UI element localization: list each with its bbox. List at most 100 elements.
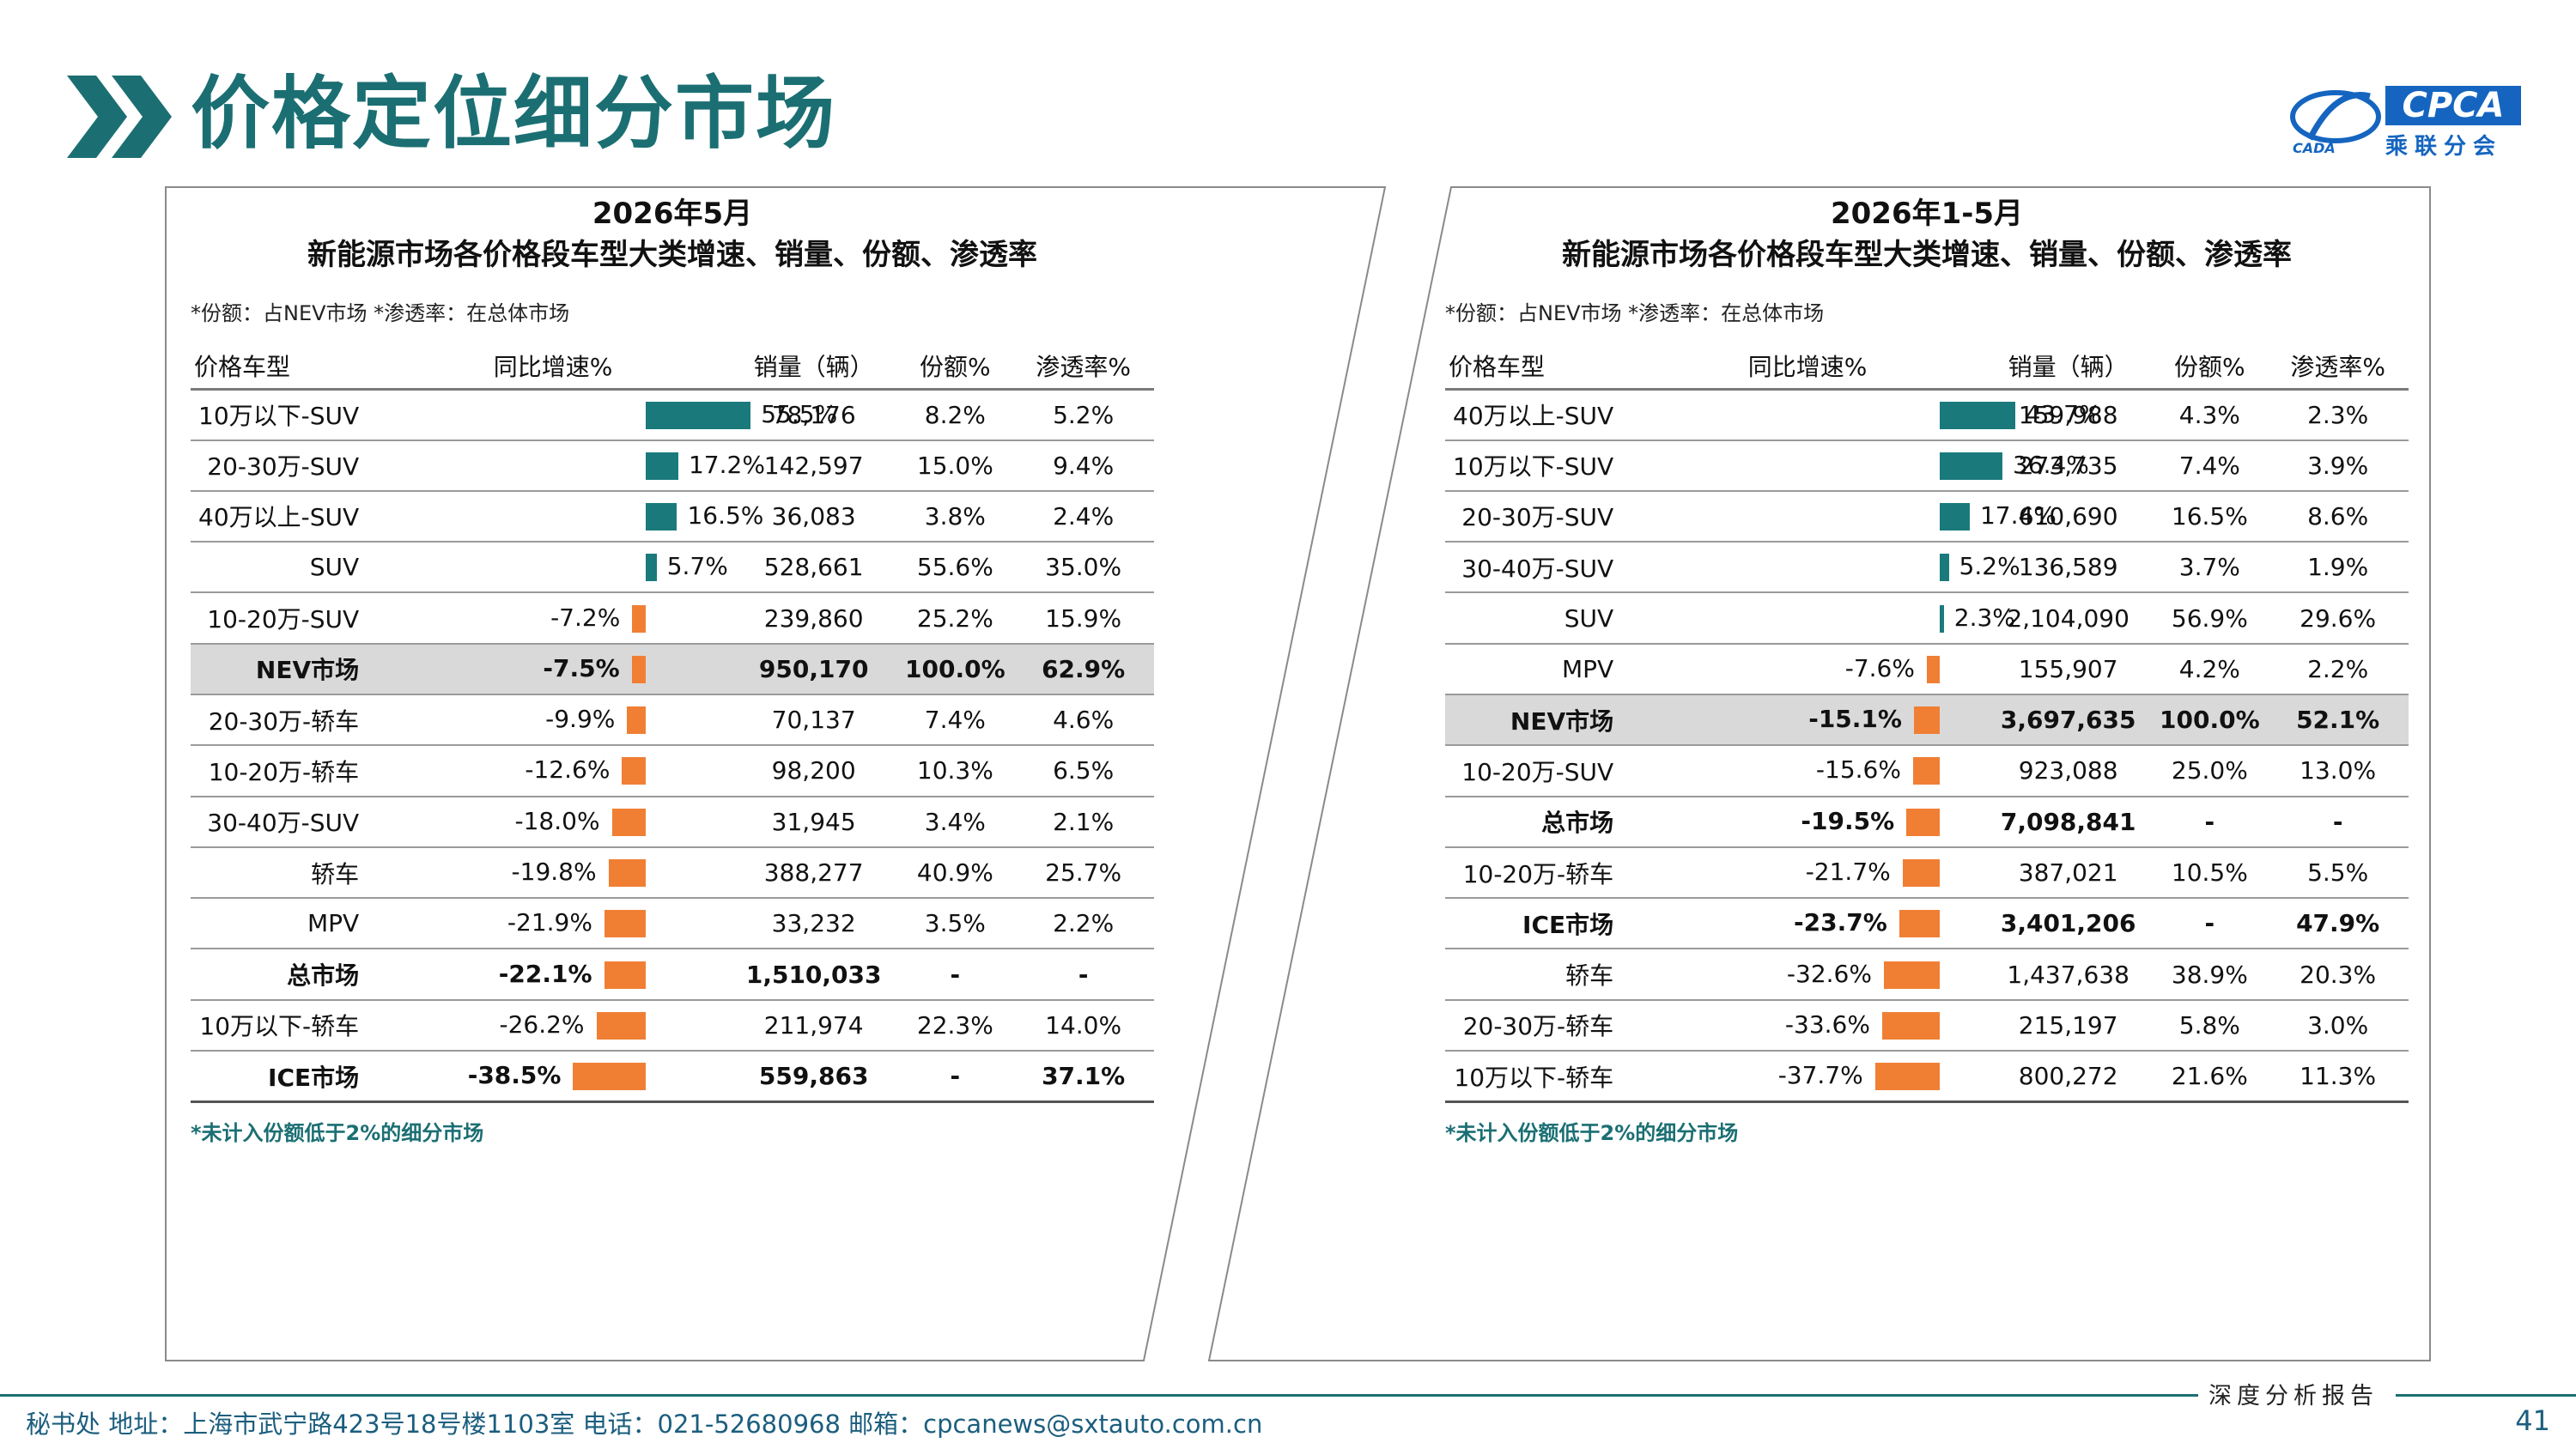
share-value: 7.4%	[897, 694, 1013, 747]
footer-divider	[0, 1394, 2198, 1397]
growth-bar	[631, 655, 647, 683]
growth-bar	[1902, 859, 1941, 888]
growth-bar	[1899, 910, 1941, 938]
penetration-value: 20.3%	[2267, 949, 2409, 1001]
growth-bar	[632, 604, 647, 633]
growth-label: -21.7%	[1805, 858, 1891, 887]
growth-cell: 36.4%	[1631, 440, 2089, 492]
penetration-value: 11.3%	[2267, 1051, 2409, 1104]
share-value: 4.3%	[2152, 389, 2268, 441]
growth-bar	[627, 706, 647, 735]
growth-bar	[646, 452, 678, 480]
segment-name: MPV	[191, 898, 377, 950]
volume-value: 3,697,635	[1984, 694, 2153, 747]
segment-name: ICE市场	[191, 1051, 377, 1104]
growth-cell: -7.6%	[1631, 643, 1984, 695]
growth-cell: -38.5%	[376, 1051, 730, 1104]
segment-name: ICE市场	[1445, 898, 1631, 950]
segment-name: 10-20万-SUV	[1445, 745, 1631, 797]
segment-name: 10-20万-轿车	[1445, 846, 1631, 900]
penetration-value: 29.6%	[2267, 592, 2409, 645]
growth-bar	[1912, 757, 1941, 785]
table-row: 20-30万-SUV 17.4% 610,690 16.5% 8.6%	[1445, 490, 2409, 543]
growth-bar	[1874, 1063, 1941, 1091]
segment-name: 30-40万-SUV	[1445, 542, 1631, 594]
penetration-value: 52.1%	[2267, 694, 2409, 747]
share-value: 38.9%	[2152, 949, 2268, 1001]
table-row: 30-40万-SUV 5.2% 136,589 3.7% 1.9%	[1445, 542, 2409, 594]
growth-cell: 17.4%	[1631, 490, 2057, 543]
table-row: 10万以下-轿车 -26.2% 211,974 22.3% 14.0%	[191, 999, 1154, 1052]
share-value: -	[2152, 796, 2268, 848]
table-row: 10-20万-轿车 -12.6% 98,200 10.3% 6.5%	[191, 745, 1154, 797]
growth-cell: -15.6%	[1631, 745, 1984, 797]
volume-value: 3,401,206	[1984, 898, 2153, 950]
table-row: 轿车 -19.8% 388,277 40.9% 25.7%	[191, 846, 1154, 900]
volume-value: 78,176	[729, 389, 898, 441]
growth-label: 16.5%	[687, 500, 764, 530]
col-header-penetration: 渗透率%	[2267, 344, 2409, 391]
volume-value: 610,690	[1984, 490, 2153, 543]
volume-value: 155,907	[1984, 643, 2153, 695]
growth-cell: 55.5%	[376, 389, 837, 441]
growth-bar	[646, 554, 657, 582]
table-row: 20-30万-SUV 17.2% 142,597 15.0% 9.4%	[191, 440, 1154, 492]
volume-value: 559,863	[729, 1051, 898, 1104]
growth-bar	[611, 808, 647, 836]
title-chevron-icon	[67, 76, 172, 158]
growth-bar	[608, 859, 647, 888]
penetration-value: -	[1012, 949, 1154, 1001]
growth-label: -9.9%	[545, 705, 616, 734]
col-header-name: 价格车型	[191, 344, 377, 391]
growth-cell: -32.6%	[1631, 949, 1984, 1001]
growth-label: 36.4%	[2012, 450, 2089, 479]
growth-bar	[1940, 401, 2015, 429]
segment-name: 10万以下-轿车	[1445, 1051, 1631, 1104]
growth-cell: -33.6%	[1631, 999, 1984, 1052]
volume-value: 98,200	[729, 745, 898, 797]
table-row: 10-20万-SUV -7.2% 239,860 25.2% 15.9%	[191, 592, 1154, 645]
growth-label: -7.5%	[543, 653, 620, 682]
growth-bar	[1881, 1011, 1941, 1040]
growth-bar	[646, 502, 677, 530]
volume-value: 239,860	[729, 592, 898, 645]
logo-text: CPCA	[2385, 86, 2521, 125]
penetration-value: 3.0%	[2267, 999, 2409, 1052]
growth-label: 2.3%	[1953, 603, 2015, 632]
growth-bar	[1913, 706, 1941, 735]
penetration-value: 5.5%	[2267, 846, 2409, 900]
share-value: 40.9%	[897, 846, 1013, 900]
segment-name: 40万以上-SUV	[191, 490, 377, 543]
logo-mark-text: CADA	[2293, 140, 2336, 156]
volume-value: 950,170	[729, 643, 898, 695]
page-title: 价格定位细分市场	[191, 68, 837, 160]
volume-value: 1,510,033	[729, 949, 898, 1001]
table-row: 总市场 -19.5% 7,098,841- -	[1445, 796, 2409, 848]
growth-label: 17.4%	[1979, 500, 2057, 530]
segment-name: 10万以下-SUV	[1445, 440, 1631, 492]
segment-name: 20-30万-轿车	[191, 694, 377, 747]
segment-name: 10-20万-轿车	[191, 745, 377, 797]
growth-cell: 5.7%	[376, 542, 730, 594]
segment-name: NEV市场	[191, 643, 377, 695]
col-header-penetration: 渗透率%	[1012, 344, 1154, 391]
penetration-value: 2.4%	[1012, 490, 1154, 543]
page-number: 41	[2515, 1404, 2550, 1437]
growth-label: -19.5%	[1801, 806, 1895, 835]
growth-bar	[1883, 961, 1941, 989]
table-row: 总市场 -22.1% 1,510,033- -	[191, 949, 1154, 1001]
growth-label: 43.7%	[2025, 399, 2102, 428]
segment-table: 价格车型 同比增速% 销量（辆） 份额% 渗透率% 40万以上-SUV 43.7%…	[1445, 344, 2409, 1104]
segment-name: 总市场	[191, 949, 377, 1001]
growth-bar	[1940, 604, 1944, 633]
table-body: 40万以上-SUV 43.7% 159,988 4.3% 2.3% 10万以下-SUV 36…	[1445, 389, 2409, 1104]
share-value: 25.0%	[2152, 745, 2268, 797]
share-value: -	[897, 949, 1013, 1001]
table-body: 10万以下-SUV 55.5% 78,176 8.2% 5.2% 20-30万-SUV 17…	[191, 389, 1154, 1104]
penetration-value: 2.1%	[1012, 796, 1154, 848]
growth-bar	[1940, 554, 1949, 582]
growth-bar	[573, 1063, 647, 1091]
growth-cell: 2.3%	[1631, 592, 2015, 645]
col-header-growth: 同比增速%	[376, 344, 730, 391]
growth-cell: -7.2%	[376, 592, 730, 645]
